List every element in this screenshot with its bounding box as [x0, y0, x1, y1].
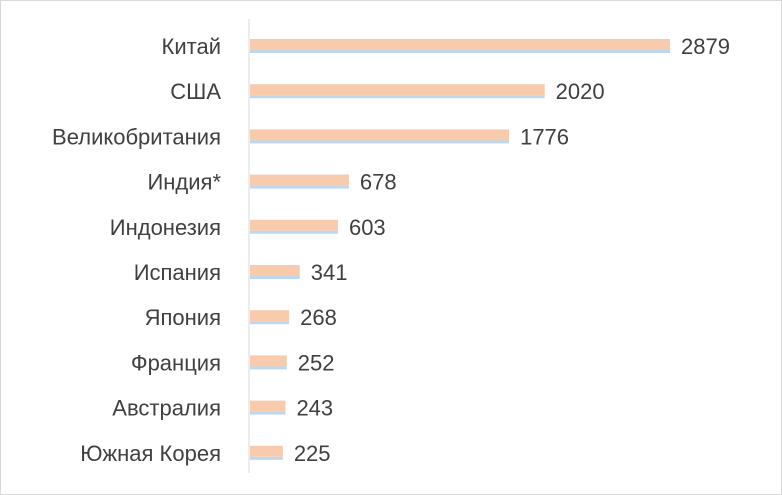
- bar-6: [250, 265, 300, 276]
- bar-10: [250, 445, 283, 457]
- bar-5: [250, 219, 338, 231]
- bar-underline-9: [250, 411, 286, 415]
- labels-layer: Китай 2879 США 2020 Великобритания 1776 Индия*…: [52, 34, 730, 466]
- bar-underline-3: [250, 140, 510, 144]
- data-label: 341: [311, 260, 348, 285]
- category-label: Индия*: [147, 170, 221, 195]
- data-label: 1776: [520, 124, 569, 149]
- bar-underline-1: [250, 50, 670, 53]
- category-label: США: [170, 79, 221, 104]
- data-label: 225: [294, 441, 331, 466]
- category-label: Япония: [145, 305, 221, 330]
- category-label: Австралия: [112, 396, 221, 421]
- bar-underline-7: [250, 321, 290, 325]
- bar-underline-2: [250, 95, 545, 99]
- bar-3: [250, 129, 510, 141]
- data-label: 252: [298, 350, 335, 375]
- data-label: 678: [360, 170, 397, 195]
- bars-layer: [250, 39, 670, 460]
- category-label: Индонезия: [110, 215, 221, 240]
- bar-underline-5: [250, 230, 338, 234]
- bar-1: [250, 39, 670, 50]
- bar-2: [250, 84, 545, 96]
- category-label: Великобритания: [52, 124, 221, 149]
- bar-7: [250, 310, 290, 322]
- category-label: Южная Корея: [80, 441, 221, 466]
- data-label: 603: [349, 215, 386, 240]
- category-label: Франция: [131, 350, 221, 375]
- category-label: Китай: [162, 34, 221, 59]
- bar-underline-8: [250, 366, 287, 370]
- data-label: 2879: [681, 34, 730, 59]
- bar-underline-10: [250, 456, 283, 460]
- data-label: 268: [300, 305, 337, 330]
- bar-8: [250, 355, 287, 367]
- data-label: 2020: [556, 79, 605, 104]
- bar-9: [250, 400, 286, 412]
- bar-underline-6: [250, 276, 300, 279]
- category-label: Испания: [134, 260, 221, 285]
- bar-underline-4: [250, 185, 349, 189]
- bar-4: [250, 174, 349, 186]
- data-label: 243: [296, 396, 333, 421]
